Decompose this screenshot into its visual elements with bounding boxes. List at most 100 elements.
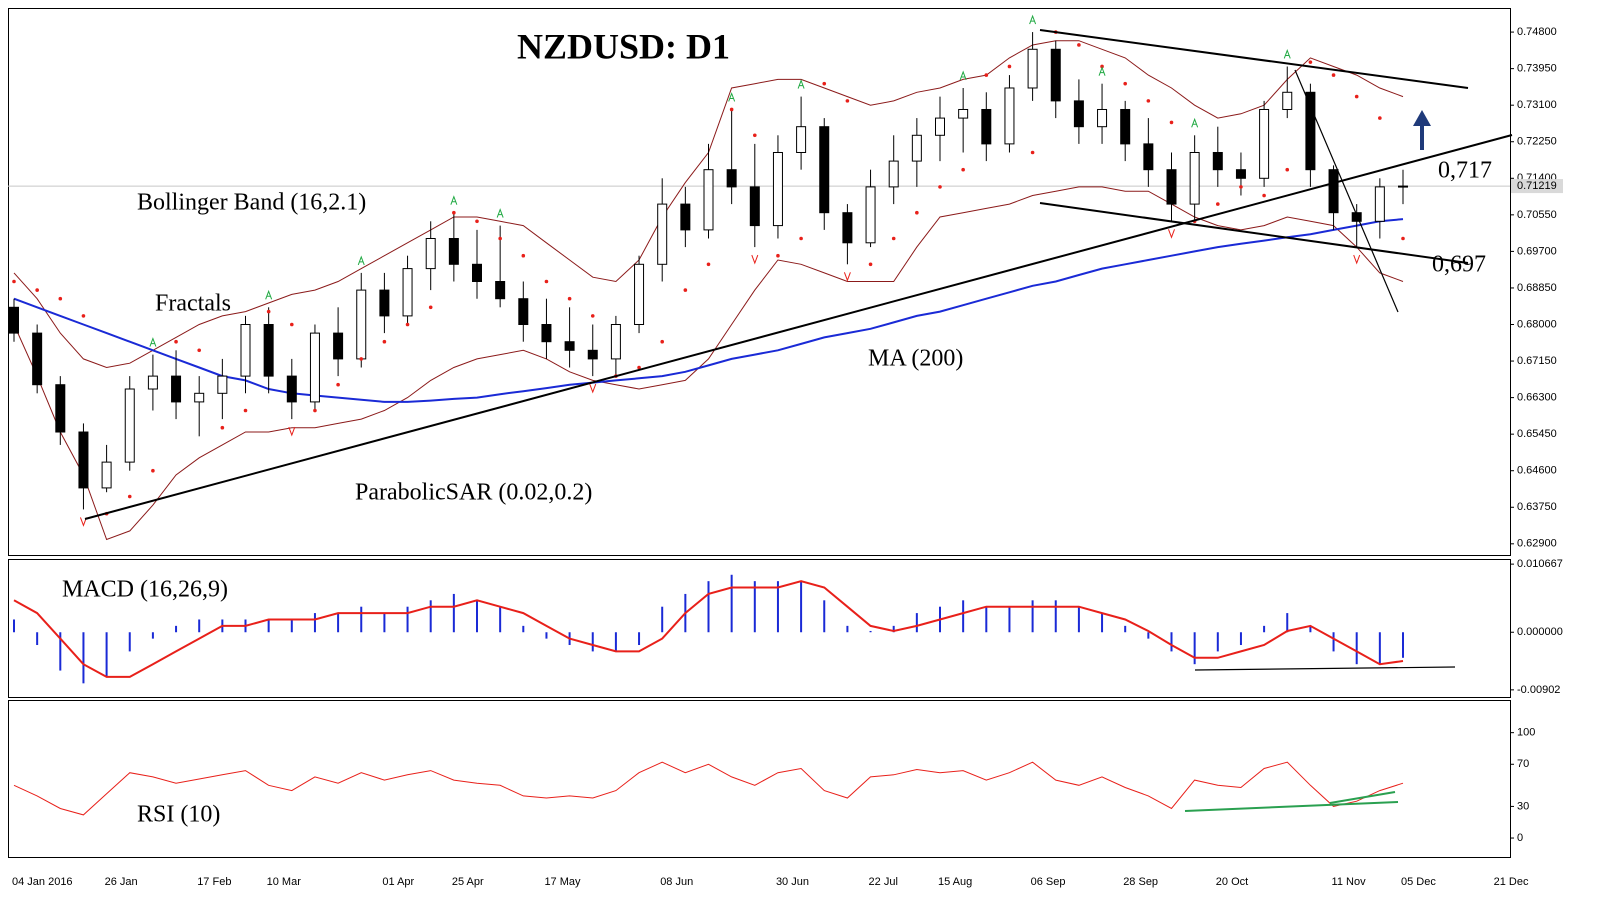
sar-dot (35, 288, 39, 292)
x-tick-label: 25 Apr (452, 876, 484, 888)
rsi-trend (1329, 791, 1396, 804)
rsi-panel (8, 700, 1511, 858)
candle-body (55, 384, 66, 433)
sar-dot (1262, 193, 1266, 198)
fractal-down (751, 254, 759, 265)
sar-dot (290, 322, 294, 327)
fractal-up (1029, 14, 1037, 25)
candle-body (124, 388, 135, 463)
candle-body (1189, 151, 1200, 205)
y-tick-label: 0 (1517, 832, 1523, 844)
annotations: NZDUSD: D1 Bollinger Band (16,2.1) Fract… (62, 26, 1492, 827)
macd-bar (614, 632, 617, 652)
candle-body (564, 341, 575, 351)
sar-dot (382, 339, 387, 344)
x-tick-label: 30 Jun (776, 876, 809, 888)
y-tick-label: 0.68000 (1517, 318, 1557, 330)
candle-body (819, 126, 830, 214)
indicator-label: ParabolicSAR (0.02,0.2) (355, 480, 592, 506)
sar-dot (1030, 150, 1035, 155)
macd-bar (452, 593, 455, 633)
indicator-label: RSI (10) (137, 802, 220, 828)
sar-dot (58, 296, 63, 301)
sar-dot (81, 314, 86, 318)
macd-bar (383, 613, 386, 633)
channel-upper (1039, 29, 1469, 89)
candle-body (911, 134, 922, 162)
macd-bar (429, 600, 432, 633)
fractal-up (728, 92, 736, 102)
macd-bar (1286, 613, 1289, 633)
sar-dot (961, 167, 965, 172)
candle-body (1166, 169, 1177, 205)
sar-dot (891, 236, 896, 241)
sar-dot (1354, 94, 1359, 99)
candle-body (240, 324, 251, 377)
candle-body (1259, 108, 1270, 179)
y-tick-label: 0.70550 (1517, 209, 1557, 221)
level-label: 0,717 (1438, 158, 1492, 184)
candle-body (1305, 91, 1316, 171)
y-tick-label: 0.67150 (1517, 355, 1557, 367)
candle-body (610, 324, 621, 360)
fractal-up (450, 195, 458, 205)
macd-bar (1378, 632, 1381, 665)
last-price-box (1511, 179, 1563, 194)
sar-dot (706, 262, 711, 267)
macd-bar (499, 606, 502, 633)
x-tick-label: 20 Oct (1216, 876, 1248, 888)
candle-body (286, 375, 297, 403)
sar-dot (1239, 185, 1243, 189)
sar-dot (1123, 81, 1127, 86)
fractal-up (265, 289, 273, 300)
sar-dot (405, 322, 410, 327)
candle-body (309, 332, 320, 403)
sar-dot (475, 219, 479, 224)
macd-bar (82, 632, 85, 684)
macd-bar (1355, 632, 1358, 665)
candle-body (425, 237, 436, 270)
macd-bar (175, 625, 178, 633)
candle-body (333, 332, 344, 360)
y-tick-label: 0.65450 (1517, 428, 1557, 440)
x-tick-label: 26 Jan (105, 876, 138, 888)
y-tick-label: 0.74800 (1517, 26, 1557, 38)
y-tick-label: 70 (1517, 758, 1529, 770)
macd-signal (13, 580, 1404, 678)
sar-dot (590, 314, 595, 318)
candle-body (1398, 185, 1408, 188)
candle-body (726, 169, 737, 188)
candle-body (32, 332, 43, 386)
macd-trend (1194, 666, 1456, 671)
macd-bar (707, 581, 710, 633)
sar-dot (220, 425, 225, 430)
candle-body (1235, 169, 1246, 179)
y-tick-label: 0.72250 (1517, 136, 1557, 148)
y-tick-label: 0.010667 (1517, 558, 1563, 570)
y-tick-label: 0.63750 (1517, 501, 1557, 513)
candle-body (1027, 48, 1038, 89)
y-tick-label: 0.73950 (1517, 63, 1557, 75)
sar-dot (243, 408, 248, 413)
candle-body (1050, 48, 1061, 102)
candle-body (263, 324, 274, 377)
macd-bar (1124, 625, 1127, 633)
sar-dot (845, 99, 850, 103)
candle-body (1120, 108, 1131, 145)
candle-body (796, 126, 807, 153)
candle-body (657, 203, 668, 265)
candle-body (194, 392, 205, 403)
sar-dot (544, 279, 549, 284)
sar-dot (1308, 60, 1313, 64)
macd-bar (823, 600, 826, 633)
x-tick-label: 10 Mar (267, 876, 302, 888)
fractal-up (1191, 117, 1199, 128)
candle-body (171, 375, 182, 403)
sar-dot (1378, 116, 1382, 120)
sar-dot (729, 107, 734, 112)
x-tick-label: 01 Apr (382, 876, 414, 888)
x-tick-label: 28 Sep (1123, 876, 1158, 888)
sar-dot (868, 262, 873, 267)
